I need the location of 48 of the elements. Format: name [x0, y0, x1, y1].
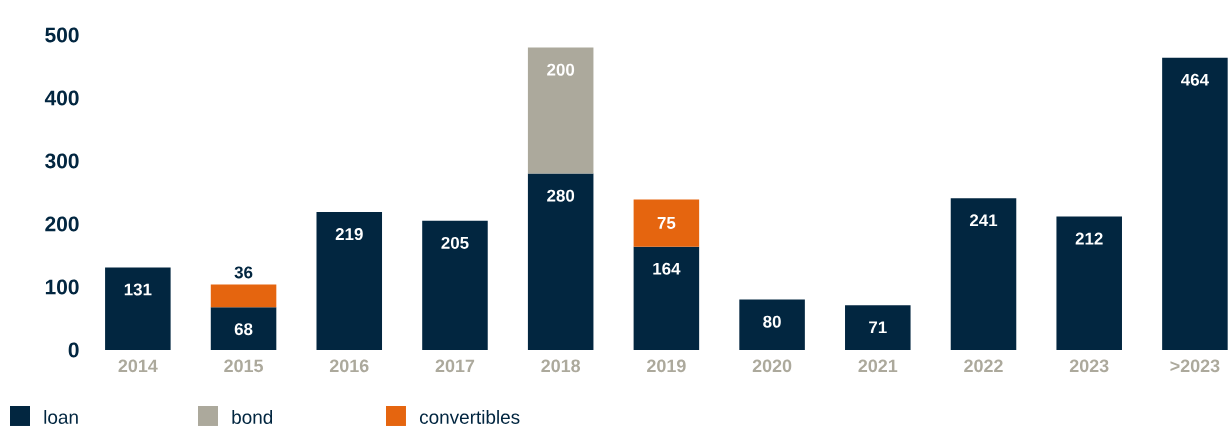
x-tick-label: 2019 [647, 359, 686, 373]
x-tick-label: 2017 [435, 359, 475, 373]
bar [527, 47, 594, 174]
data-label: 205 [441, 236, 469, 249]
data-label: 131 [124, 283, 152, 296]
bar [210, 307, 277, 350]
data-label: 80 [763, 315, 781, 328]
y-tick-label: 100 [45, 279, 79, 295]
data-label: 68 [234, 323, 253, 336]
bar [633, 246, 700, 350]
y-tick-label: 300 [45, 153, 79, 169]
y-tick-label: 500 [45, 27, 79, 43]
x-tick-label: 2014 [118, 359, 158, 373]
data-label: 164 [653, 262, 681, 275]
data-label: 200 [547, 63, 575, 76]
bar [105, 267, 171, 350]
data-label: 241 [969, 214, 998, 227]
data-label: 464 [1181, 73, 1209, 86]
bar [316, 212, 383, 350]
data-label: 71 [869, 321, 887, 334]
bar [845, 305, 911, 350]
legend-label: bond [232, 410, 273, 424]
bar [1056, 216, 1122, 350]
x-tick-label: 2015 [224, 359, 263, 373]
legend-label: loan [44, 410, 78, 424]
x-tick-label: >2023 [1170, 359, 1220, 373]
y-tick-label: 200 [45, 216, 79, 232]
x-tick-label: 2023 [1069, 359, 1109, 373]
bar [422, 220, 488, 350]
x-tick-label: 2020 [752, 359, 792, 373]
x-tick-label: 2018 [541, 359, 581, 373]
data-label: 280 [547, 189, 575, 202]
data-label: 36 [234, 266, 253, 279]
bar [739, 299, 805, 350]
x-tick-label: 2022 [964, 359, 1003, 373]
y-tick-label: 400 [44, 90, 79, 106]
data-label: 219 [335, 228, 363, 241]
bar [210, 284, 277, 308]
bar [633, 199, 700, 247]
x-tick-label: 2016 [329, 359, 369, 373]
bar [950, 198, 1017, 350]
bar [527, 173, 594, 350]
bar [1162, 57, 1228, 350]
data-label: 75 [657, 217, 676, 229]
y-tick-label: 0 [68, 342, 79, 358]
x-tick-label: 2021 [858, 359, 898, 373]
legend-label: convertibles [419, 410, 520, 424]
data-label: 212 [1075, 232, 1103, 245]
